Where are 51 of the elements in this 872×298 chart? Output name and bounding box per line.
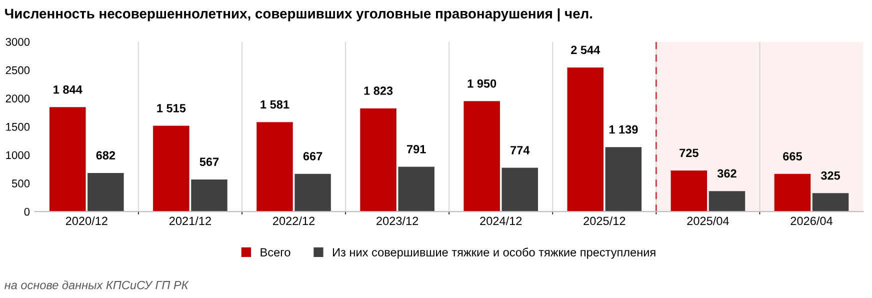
x-tick-label: 2024/12 bbox=[480, 216, 522, 226]
bar bbox=[464, 101, 500, 212]
y-tick-label: 1000 bbox=[6, 151, 30, 160]
data-label: 1 823 bbox=[364, 86, 393, 95]
y-tick-label: 0 bbox=[24, 208, 30, 216]
bar bbox=[294, 174, 331, 212]
bar bbox=[774, 174, 811, 212]
x-tick-label: 2025/04 bbox=[687, 216, 729, 226]
bar bbox=[88, 172, 124, 212]
x-tick-label: 2020/12 bbox=[66, 216, 108, 226]
data-label: 567 bbox=[200, 158, 219, 166]
data-label: 667 bbox=[303, 152, 322, 160]
chart-title: Численность несовершеннолетних, совершивших уголовные правонарушения | чел. bbox=[5, 8, 592, 22]
legend-label: Всего bbox=[260, 248, 290, 256]
bar bbox=[670, 170, 708, 212]
bar bbox=[708, 191, 746, 212]
y-tick-label: 2000 bbox=[6, 94, 30, 102]
bar bbox=[360, 108, 396, 212]
data-label: 682 bbox=[96, 151, 116, 160]
bar bbox=[567, 68, 604, 212]
y-tick-label: 3000 bbox=[6, 38, 30, 46]
y-tick-label: 1500 bbox=[6, 122, 30, 131]
x-tick-label: 2026/04 bbox=[790, 216, 832, 226]
x-tick-label: 2021/12 bbox=[169, 216, 211, 226]
bar bbox=[502, 168, 538, 212]
legend-label: Из них совершившие тяжкие и особо тяжкие преступления bbox=[333, 248, 656, 259]
data-label: 2 544 bbox=[571, 46, 600, 54]
data-label: 362 bbox=[717, 169, 736, 178]
data-label: 1 515 bbox=[157, 104, 186, 112]
data-label: 791 bbox=[406, 144, 426, 154]
bar bbox=[191, 179, 228, 212]
bar bbox=[50, 107, 86, 212]
data-label: 325 bbox=[820, 171, 840, 180]
bar bbox=[153, 126, 190, 212]
bar bbox=[605, 147, 642, 212]
data-label: 1 581 bbox=[260, 100, 290, 109]
bar bbox=[398, 166, 434, 212]
bar bbox=[812, 193, 849, 212]
data-label: 1 844 bbox=[54, 85, 82, 94]
data-label: 665 bbox=[783, 152, 802, 160]
text: на основе данных КПСиСУ ГП РК bbox=[4, 280, 189, 290]
x-tick-label: 2023/12 bbox=[376, 216, 418, 226]
data-label: 1 139 bbox=[609, 125, 638, 134]
bar bbox=[256, 122, 293, 212]
data-label: 1 950 bbox=[468, 79, 496, 88]
data-label: 774 bbox=[510, 146, 530, 154]
data-label: 725 bbox=[680, 148, 698, 158]
x-tick-label: 2022/12 bbox=[273, 216, 314, 226]
y-tick-label: 2500 bbox=[6, 66, 30, 74]
y-tick-label: 500 bbox=[12, 180, 30, 188]
x-tick-label: 2025/12 bbox=[584, 216, 626, 226]
